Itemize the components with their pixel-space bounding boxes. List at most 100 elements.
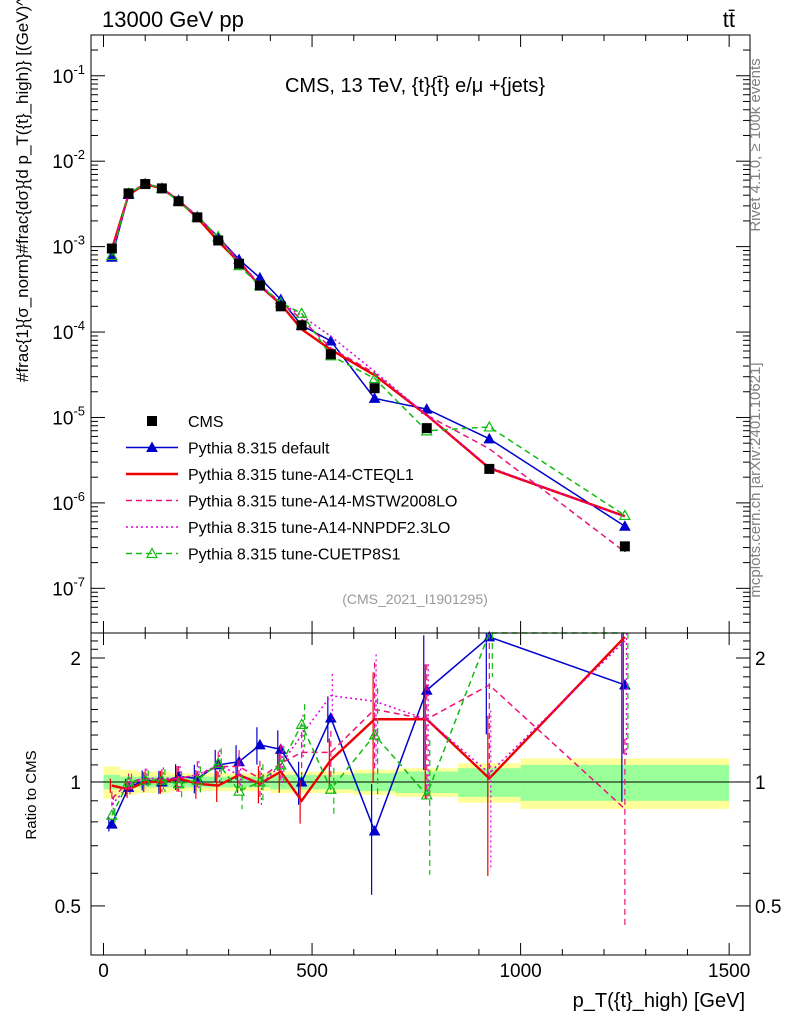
series-marker — [483, 432, 496, 444]
y-tick-label: 10-7 — [52, 574, 85, 600]
data-marker — [234, 258, 245, 269]
ratio-plot-frame — [90, 632, 751, 956]
ratio-marker — [105, 809, 118, 820]
ratio-marker — [420, 788, 433, 800]
ratio-marker — [254, 738, 266, 750]
data-marker — [484, 463, 495, 474]
ratio-series-layer — [105, 630, 631, 926]
ratio-marker — [295, 718, 308, 729]
ratio-marker — [155, 773, 168, 785]
series-ratio-4 — [105, 632, 629, 875]
stat-uncertainty-band — [458, 768, 521, 797]
analysis-id: (CMS_2021_I1901295) — [342, 591, 488, 607]
ratio-line — [111, 636, 626, 803]
ratio-marker — [253, 775, 266, 787]
legend-marker — [145, 547, 159, 559]
final-state-label: tt̄ — [723, 7, 735, 32]
ratio-axes: 0 500 1000 1500 0.5 0.5 1 1 2 2 — [55, 633, 781, 982]
series-ratio-2 — [111, 633, 626, 926]
ratio-marker — [324, 783, 337, 794]
series-marker — [420, 403, 433, 414]
rivet-version-label: Rivet 4.1.0, ≥ 100k events — [747, 58, 764, 231]
legend-label: Pythia 8.315 tune-A14-NNPDF2.3LO — [188, 520, 450, 537]
ratio-marker — [368, 728, 381, 740]
data-marker — [140, 179, 151, 190]
ratio-marker — [295, 775, 308, 787]
series-marker — [105, 249, 118, 261]
x-tick-label: 1000 — [499, 961, 541, 982]
data-marker — [275, 301, 286, 312]
legend-label: Pythia 8.315 tune-A14-MSTW2008LO — [188, 494, 457, 511]
legend-label: Pythia 8.315 tune-A14-CTEQL1 — [188, 467, 414, 484]
series-line — [111, 182, 626, 518]
legend-entry: Pythia 8.315 tune-A14-NNPDF2.3LO — [126, 520, 450, 537]
series-ratio-1 — [109, 633, 626, 876]
ratio-marker — [274, 758, 287, 770]
ratio-line — [111, 640, 626, 806]
ratio-axis-label: Ratio to CMS — [23, 750, 40, 839]
legend-entry: Pythia 8.315 tune-A14-MSTW2008LO — [126, 494, 457, 511]
ratio-marker — [233, 784, 246, 796]
series-marker — [618, 509, 631, 521]
x-tick-label: 0 — [98, 961, 109, 982]
lower-frame-rect — [90, 632, 751, 956]
y-tick-label: 10-4 — [52, 318, 85, 344]
legend-entry: Pythia 8.315 tune-CUETP8S1 — [126, 547, 401, 564]
y-axis-label: #frac{1}{σ_norm}#frac{dσ}{d p_T({t}_high… — [13, 0, 32, 382]
upper-series-layer — [105, 177, 631, 553]
ratio-line — [111, 632, 625, 816]
ratio-marker — [139, 773, 152, 785]
ratio-marker — [368, 825, 381, 836]
data-marker — [421, 423, 432, 434]
upper-axes: 10-7 10-6 10-5 10-4 10-3 10-2 10-1 — [52, 35, 750, 634]
data-marker — [156, 183, 167, 194]
series-line — [111, 182, 626, 517]
data-marker — [123, 188, 134, 199]
series-marker — [368, 372, 381, 384]
ratio-tick-label-right: 0.5 — [755, 897, 781, 918]
series-marker — [368, 392, 381, 403]
y-tick-label: 10-2 — [52, 147, 85, 173]
y-tick-label: 10-1 — [52, 62, 85, 88]
ratio-marker — [122, 775, 135, 787]
series-marker — [619, 520, 631, 531]
upper-frame-rect — [90, 34, 751, 634]
ratio-marker — [172, 777, 185, 789]
mcplots-label: mcplots.cern.ch [arXiv:2401.10621] — [747, 362, 764, 597]
upper-plot-frame — [90, 34, 751, 634]
x-tick-label: 500 — [296, 961, 328, 982]
ratio-tick-label-right: 2 — [755, 649, 766, 670]
ratio-tick-label-right: 1 — [755, 773, 766, 794]
ratio-marker — [212, 757, 225, 768]
ratio-marker — [324, 711, 337, 723]
process-label: 13000 GeV pp — [102, 7, 244, 32]
data-marker — [369, 383, 380, 394]
ratio-tick-label: 1 — [70, 773, 81, 794]
y-tick-label: 10-6 — [52, 489, 85, 515]
ratio-marker — [191, 773, 204, 785]
ratio-tick-label: 0.5 — [55, 897, 81, 918]
data-marker — [254, 280, 265, 291]
ratio-marker — [106, 818, 118, 829]
legend-entry: Pythia 8.315 tune-A14-CTEQL1 — [126, 467, 414, 484]
data-marker — [619, 541, 630, 552]
legend-label: Pythia 8.315 default — [188, 441, 330, 458]
data-marker — [173, 196, 184, 207]
ratio-tick-label: 2 — [70, 649, 81, 670]
series-upper-3 — [111, 182, 626, 518]
legend-entry: CMS — [147, 414, 224, 431]
chart-title: CMS, 13 TeV, {t}{t̄} e/μ +{jets} — [285, 75, 545, 97]
series-marker — [295, 307, 308, 318]
legend-label: CMS — [188, 414, 224, 431]
y-tick-label: 10-3 — [52, 233, 85, 259]
legend-entry: Pythia 8.315 default — [126, 441, 330, 458]
x-tick-label: 1500 — [708, 961, 750, 982]
legend-label: Pythia 8.315 tune-CUETP8S1 — [188, 547, 401, 564]
data-marker — [296, 320, 307, 331]
y-tick-label: 10-5 — [52, 403, 85, 429]
legend: CMS Pythia 8.315 default Pythia 8.315 tune… — [126, 414, 457, 564]
data-marker — [106, 243, 117, 254]
data-marker — [325, 349, 336, 360]
data-marker — [192, 212, 203, 223]
data-marker — [213, 235, 224, 246]
